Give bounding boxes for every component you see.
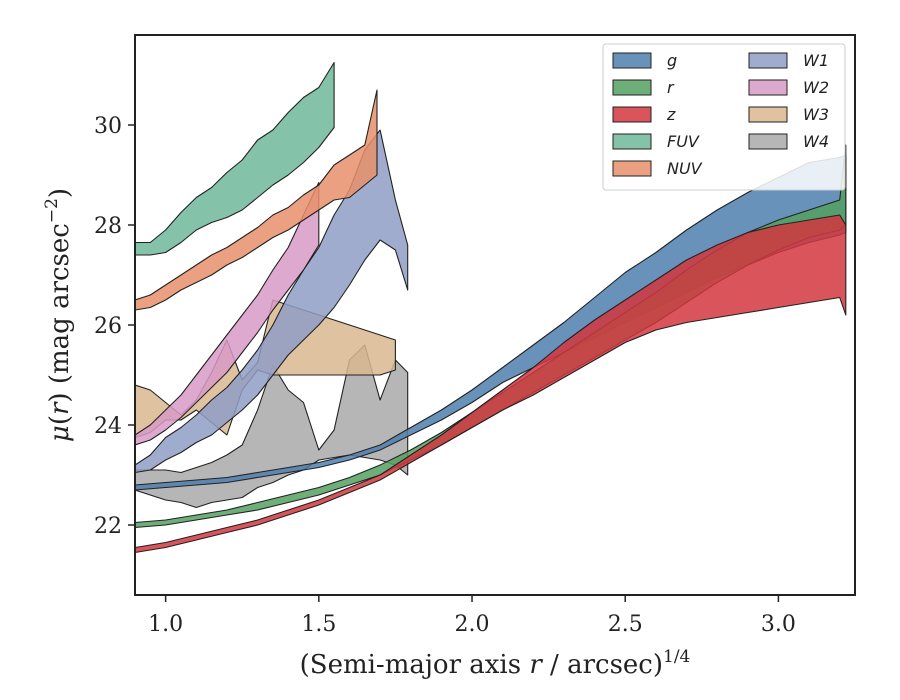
y-tick-label: 30 — [94, 114, 122, 139]
legend-item-fuv: FUV — [612, 132, 700, 151]
x-tick-label: 1.0 — [148, 612, 183, 637]
x-tick-label: 3.0 — [761, 612, 796, 637]
series-band-w2 — [135, 181, 320, 446]
plot-frame — [134, 34, 856, 596]
legend-label: FUV — [667, 132, 700, 151]
legend-label: g — [667, 51, 677, 70]
legend-item-w1: W1 — [748, 51, 829, 70]
legend-swatch — [612, 160, 652, 177]
legend-item-z: z — [612, 105, 676, 124]
series-band-nuv — [135, 89, 378, 311]
legend-item-w2: W2 — [748, 78, 829, 97]
legend-label: NUV — [667, 159, 703, 178]
legend: grz FUV NUV W1 W2 W3 W4 — [602, 43, 846, 191]
legend-label: W3 — [803, 105, 829, 124]
legend-swatch — [612, 79, 652, 96]
y-tick-label: 26 — [94, 314, 122, 339]
series-band-w1 — [135, 129, 409, 474]
legend-item-nuv: NUV — [612, 159, 703, 178]
legend-label: r — [667, 78, 675, 97]
x-axis-label: (Semi-major axis r / arcsec)1/4 — [300, 647, 691, 680]
y-axis-label: μ(r) (mag arcsec−2) — [42, 188, 75, 442]
legend-swatch — [748, 133, 788, 150]
legend-item-r: r — [612, 78, 675, 97]
x-tick-label: 2.5 — [608, 612, 643, 637]
series-band-fuv — [135, 61, 335, 256]
legend-label: W2 — [803, 78, 829, 97]
y-tick-label: 22 — [94, 514, 122, 539]
legend-swatch — [612, 52, 652, 69]
x-tick-label: 2.0 — [455, 612, 490, 637]
legend-label: z — [666, 105, 676, 124]
y-tick-label: 24 — [94, 414, 122, 439]
x-axis: 1.0 1.5 2.0 2.5 3.0 — [148, 595, 796, 637]
legend-swatch — [612, 106, 652, 123]
legend-swatch — [748, 52, 788, 69]
legend-item-w4: W4 — [748, 132, 829, 151]
x-tick-label: 1.5 — [301, 612, 336, 637]
legend-swatch — [748, 79, 788, 96]
legend-swatch — [612, 133, 652, 150]
legend-item-g: g — [612, 51, 677, 70]
series-band-w4 — [135, 344, 409, 509]
legend-item-w3: W3 — [748, 105, 829, 124]
legend-label: W4 — [803, 132, 829, 151]
series-band-z — [135, 214, 847, 554]
y-tick-label: 28 — [94, 214, 122, 239]
y-axis: 22 24 26 28 30 — [94, 114, 135, 539]
legend-swatch — [748, 106, 788, 123]
legend-label: W1 — [803, 51, 829, 70]
